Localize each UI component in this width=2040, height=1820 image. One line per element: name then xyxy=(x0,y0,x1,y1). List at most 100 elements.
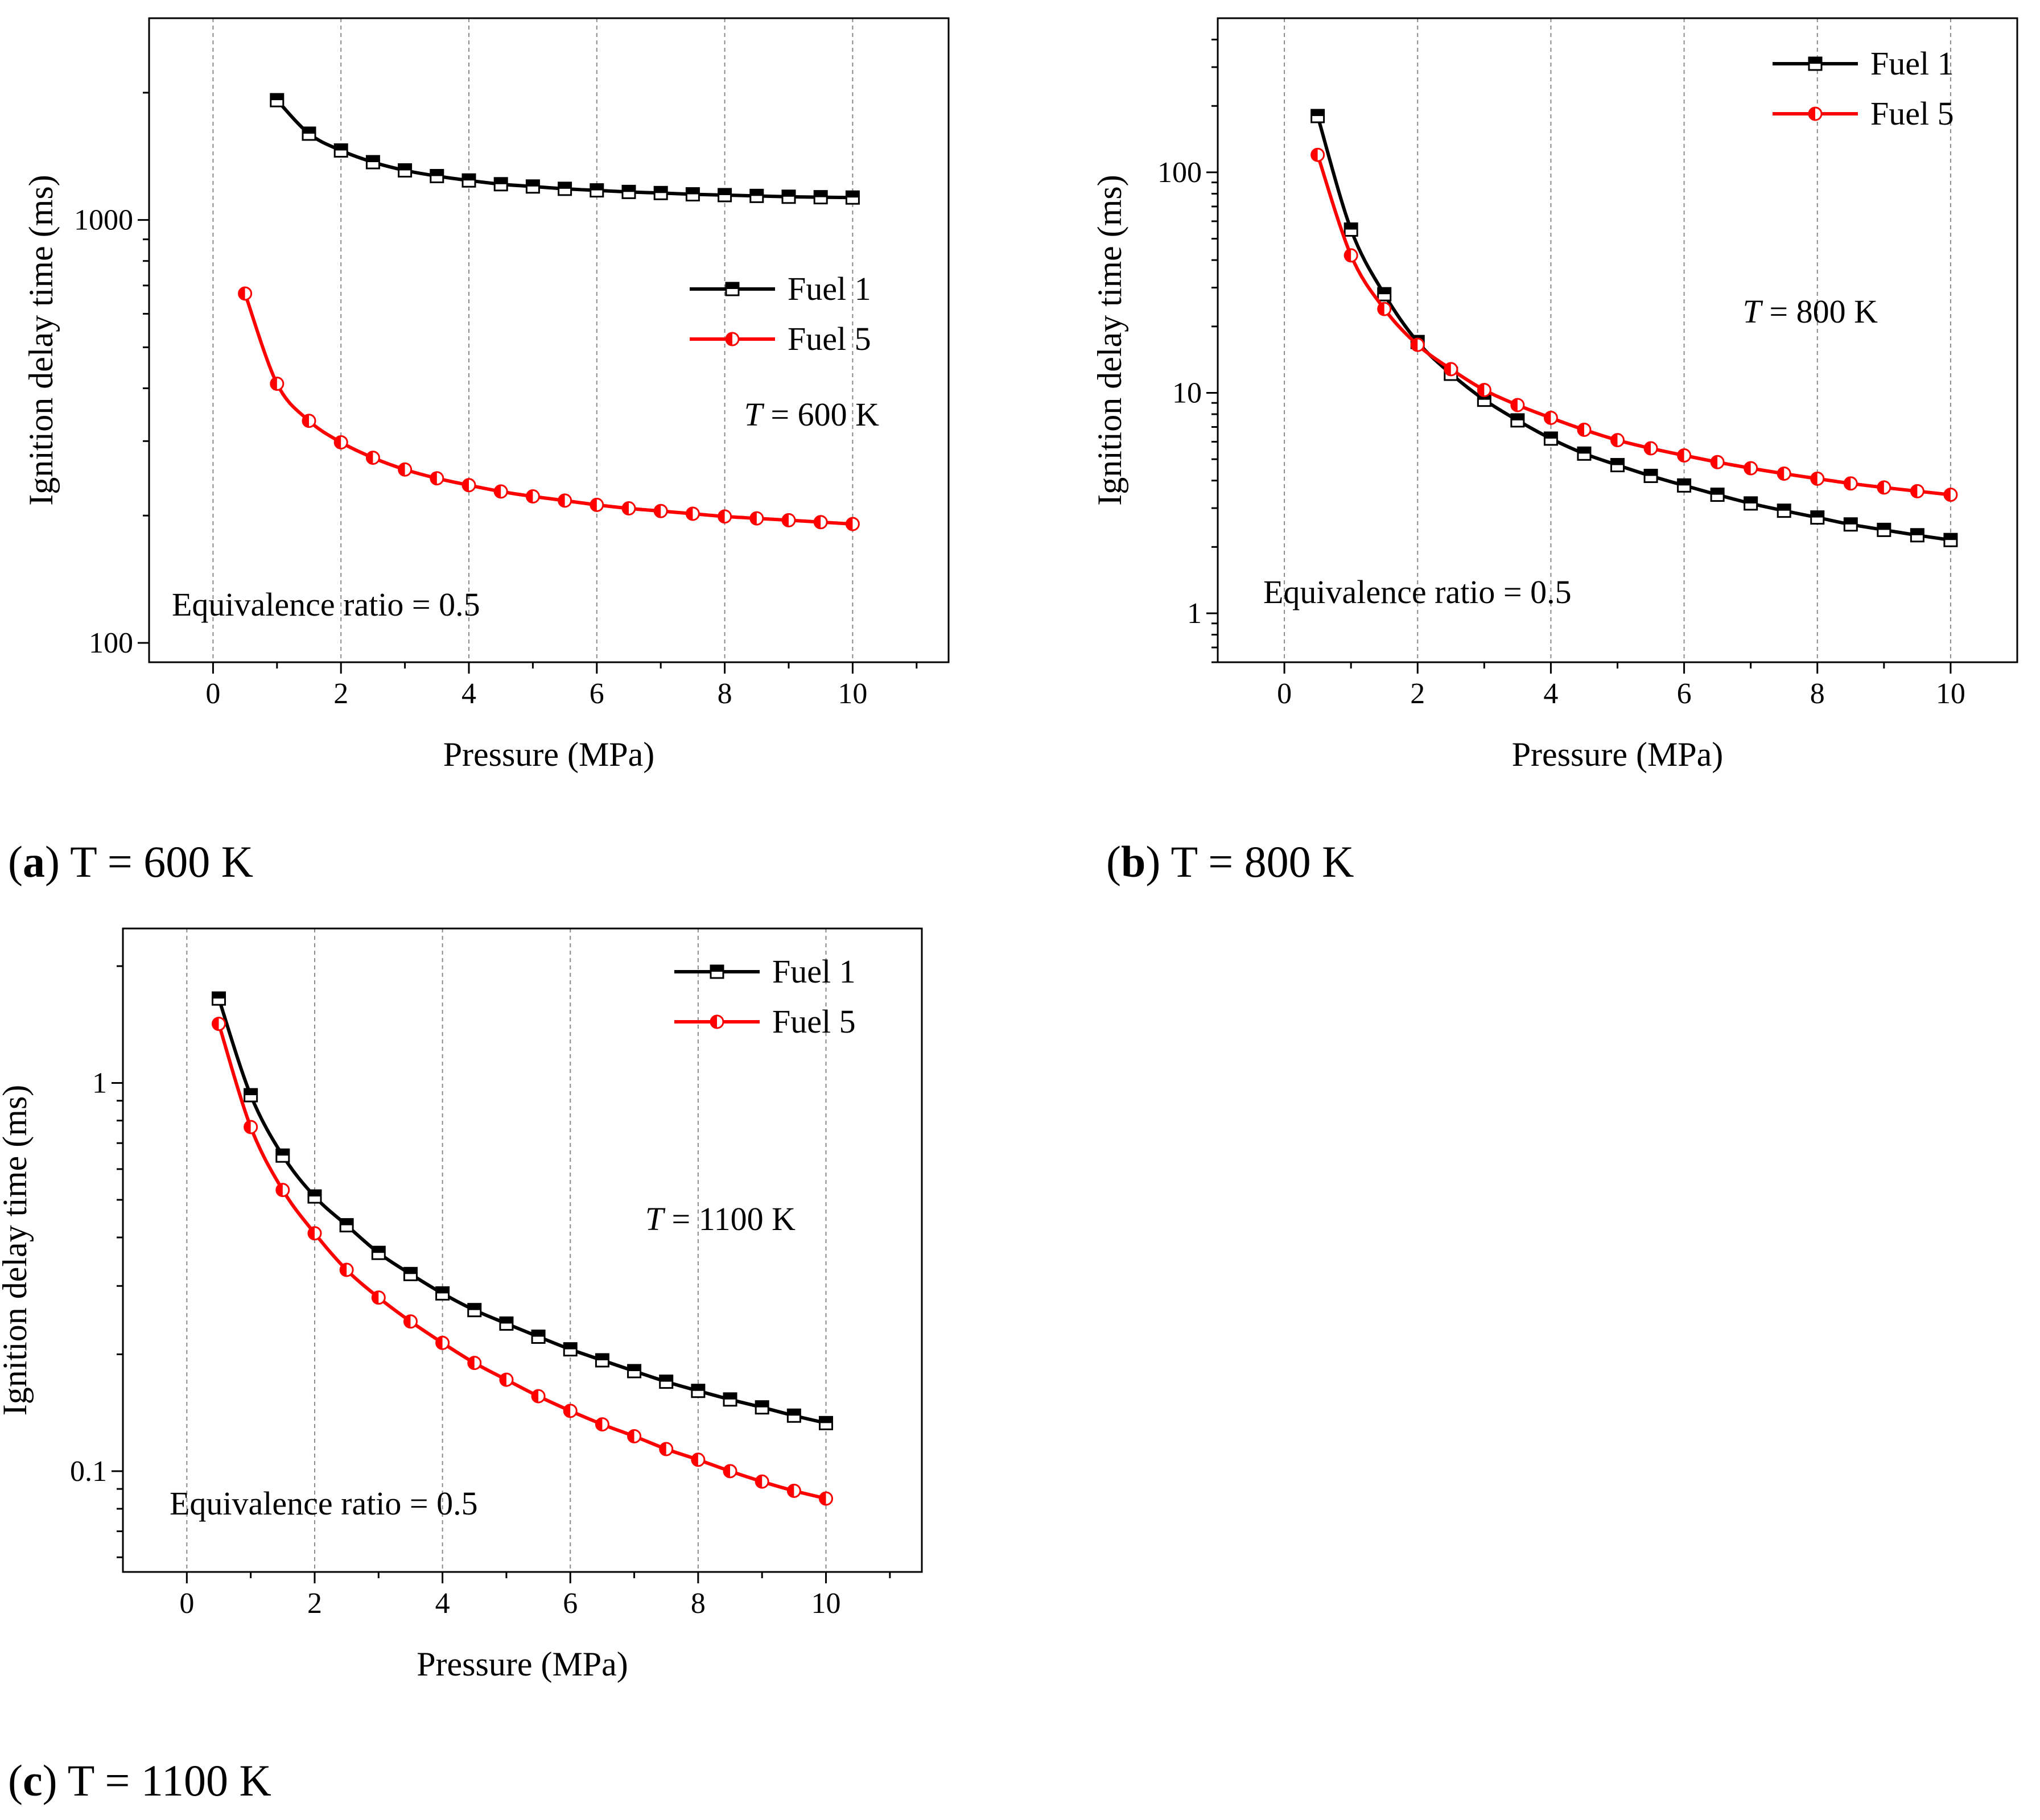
x-tick-label-a-2: 4 xyxy=(461,678,476,710)
x-tick-label-c-2: 4 xyxy=(435,1587,450,1620)
data-point-b-1-5-fill xyxy=(1478,383,1485,397)
data-point-a-1-12-fill xyxy=(623,502,629,515)
legend-marker-b-0-fill xyxy=(1809,57,1821,64)
data-point-b-1-1-fill xyxy=(1345,249,1351,262)
data-point-a-0-12-fill xyxy=(654,187,667,193)
data-point-c-0-15-fill xyxy=(691,1384,704,1391)
data-point-b-0-9-fill xyxy=(1611,459,1624,465)
data-point-b-0-10-fill xyxy=(1645,469,1658,476)
data-point-c-0-3-fill xyxy=(308,1190,321,1197)
x-axis-label-a: Pressure (MPa) xyxy=(443,736,655,773)
x-tick-label-a-3: 6 xyxy=(590,678,604,710)
y-axis-label-b: Ignition delay time (ms) xyxy=(1091,175,1128,506)
data-point-a-0-6-fill xyxy=(463,174,475,181)
data-point-a-1-7-fill xyxy=(463,478,469,492)
data-point-a-1-18-fill xyxy=(814,515,821,529)
data-point-a-1-2-fill xyxy=(303,414,309,427)
data-point-b-1-16-fill xyxy=(1844,477,1851,490)
equivalence-annotation-c: Equivalence ratio = 0.5 xyxy=(170,1485,478,1522)
temperature-symbol-b: T xyxy=(1743,293,1763,330)
data-point-b-0-7-fill xyxy=(1544,432,1557,439)
x-tick-label-c-3: 6 xyxy=(563,1587,578,1620)
temperature-annotation-b: T = 800 K xyxy=(1743,293,1878,330)
data-point-c-0-11-fill xyxy=(564,1343,577,1349)
x-tick-label-a-1: 2 xyxy=(333,678,348,710)
data-point-b-0-8-fill xyxy=(1577,447,1590,454)
data-point-b-1-13-fill xyxy=(1744,461,1751,474)
legend-label-c-1: Fuel 5 xyxy=(772,1003,856,1040)
data-point-a-1-15-fill xyxy=(718,510,725,523)
data-point-a-0-14-fill xyxy=(718,188,731,195)
legend-label-a-1: Fuel 5 xyxy=(788,320,871,357)
temperature-value-a: = 600 K xyxy=(763,396,879,433)
data-point-a-1-10-fill xyxy=(558,494,565,507)
data-point-c-1-14-fill xyxy=(660,1443,666,1456)
equivalence-annotation-a: Equivalence ratio = 0.5 xyxy=(172,586,480,623)
data-point-a-1-9-fill xyxy=(526,490,533,503)
data-point-c-0-10-fill xyxy=(532,1330,545,1337)
data-point-a-0-15-fill xyxy=(750,189,763,196)
data-point-c-0-7-fill xyxy=(436,1287,449,1294)
data-point-a-1-5-fill xyxy=(398,463,405,476)
x-tick-label-b-2: 4 xyxy=(1543,678,1558,710)
data-point-c-1-17-fill xyxy=(756,1475,763,1488)
data-point-a-1-6-fill xyxy=(430,472,437,485)
temperature-symbol-a: T xyxy=(744,396,765,433)
data-point-b-0-0-fill xyxy=(1311,109,1324,116)
data-point-a-0-13-fill xyxy=(686,188,699,195)
equivalence-annotation-b: Equivalence ratio = 0.5 xyxy=(1263,573,1572,610)
x-tick-label-a-5: 10 xyxy=(838,678,867,710)
data-point-b-1-10-fill xyxy=(1645,442,1651,455)
data-point-c-1-4-fill xyxy=(340,1264,347,1277)
series-line-b-0 xyxy=(1316,115,1951,542)
legend-label-c-0: Fuel 1 xyxy=(772,953,856,990)
data-point-b-0-11-fill xyxy=(1678,479,1691,486)
x-axis-label-b: Pressure (MPa) xyxy=(1512,736,1724,773)
x-tick-label-b-5: 10 xyxy=(1936,678,1965,710)
data-point-a-1-1-fill xyxy=(270,377,277,390)
x-axis-label-c: Pressure (MPa) xyxy=(417,1645,628,1683)
data-point-b-0-18-fill xyxy=(1911,529,1924,535)
x-tick-label-c-4: 8 xyxy=(691,1587,706,1620)
y-tick-label-c-1: 1 xyxy=(92,1067,107,1100)
data-point-c-0-13-fill xyxy=(628,1365,641,1372)
data-point-c-1-8-fill xyxy=(468,1356,475,1369)
chart-c: 0 2 4 6 8 10 0.1 1 Pressure (MPa) Ignition delay … xyxy=(0,927,923,1683)
data-point-a-0-16-fill xyxy=(782,190,795,197)
data-point-a-0-9-fill xyxy=(558,182,571,189)
y-tick-label-c-0: 0.1 xyxy=(70,1455,107,1488)
x-tick-label-b-1: 2 xyxy=(1410,678,1425,710)
data-point-b-1-4-fill xyxy=(1444,362,1451,375)
temperature-symbol-c: T xyxy=(645,1200,666,1237)
data-point-b-1-12-fill xyxy=(1711,456,1718,469)
y-tick-label-a-1: 1000 xyxy=(74,204,133,237)
legend-label-a-0: Fuel 1 xyxy=(788,270,871,307)
data-point-c-1-6-fill xyxy=(404,1315,411,1328)
data-point-b-1-3-fill xyxy=(1411,339,1418,352)
data-point-b-0-17-fill xyxy=(1877,523,1890,530)
plot-frame-c xyxy=(122,927,923,1573)
caption-a-letter: a xyxy=(22,837,45,886)
temperature-value-b: = 800 K xyxy=(1761,293,1878,330)
data-point-b-0-12-fill xyxy=(1711,488,1724,495)
data-point-a-0-4-fill xyxy=(398,164,411,171)
x-tick-label-b-4: 8 xyxy=(1810,678,1825,710)
data-point-a-0-8-fill xyxy=(526,180,539,187)
legend-marker-c-0-fill xyxy=(711,965,723,972)
x-tick-label-b-0: 0 xyxy=(1277,678,1292,710)
data-point-b-1-2-fill xyxy=(1378,303,1384,316)
data-point-a-0-0-fill xyxy=(270,94,283,101)
caption-a: (a) T = 600 K xyxy=(8,837,254,886)
data-point-b-0-2-fill xyxy=(1378,288,1391,295)
data-point-a-0-18-fill xyxy=(846,191,859,198)
data-point-c-0-18-fill xyxy=(788,1409,801,1416)
data-point-b-1-9-fill xyxy=(1611,434,1618,447)
y-tick-label-a-0: 100 xyxy=(89,627,133,659)
data-point-c-0-9-fill xyxy=(500,1317,513,1324)
data-point-a-0-5-fill xyxy=(430,170,443,176)
data-point-b-1-11-fill xyxy=(1678,449,1684,462)
y-tick-label-b-1: 10 xyxy=(1172,377,1202,409)
data-point-b-1-8-fill xyxy=(1577,423,1584,436)
legend-marker-b-1-fill xyxy=(1809,108,1815,120)
y-tick-label-b-0: 1 xyxy=(1187,597,1202,630)
